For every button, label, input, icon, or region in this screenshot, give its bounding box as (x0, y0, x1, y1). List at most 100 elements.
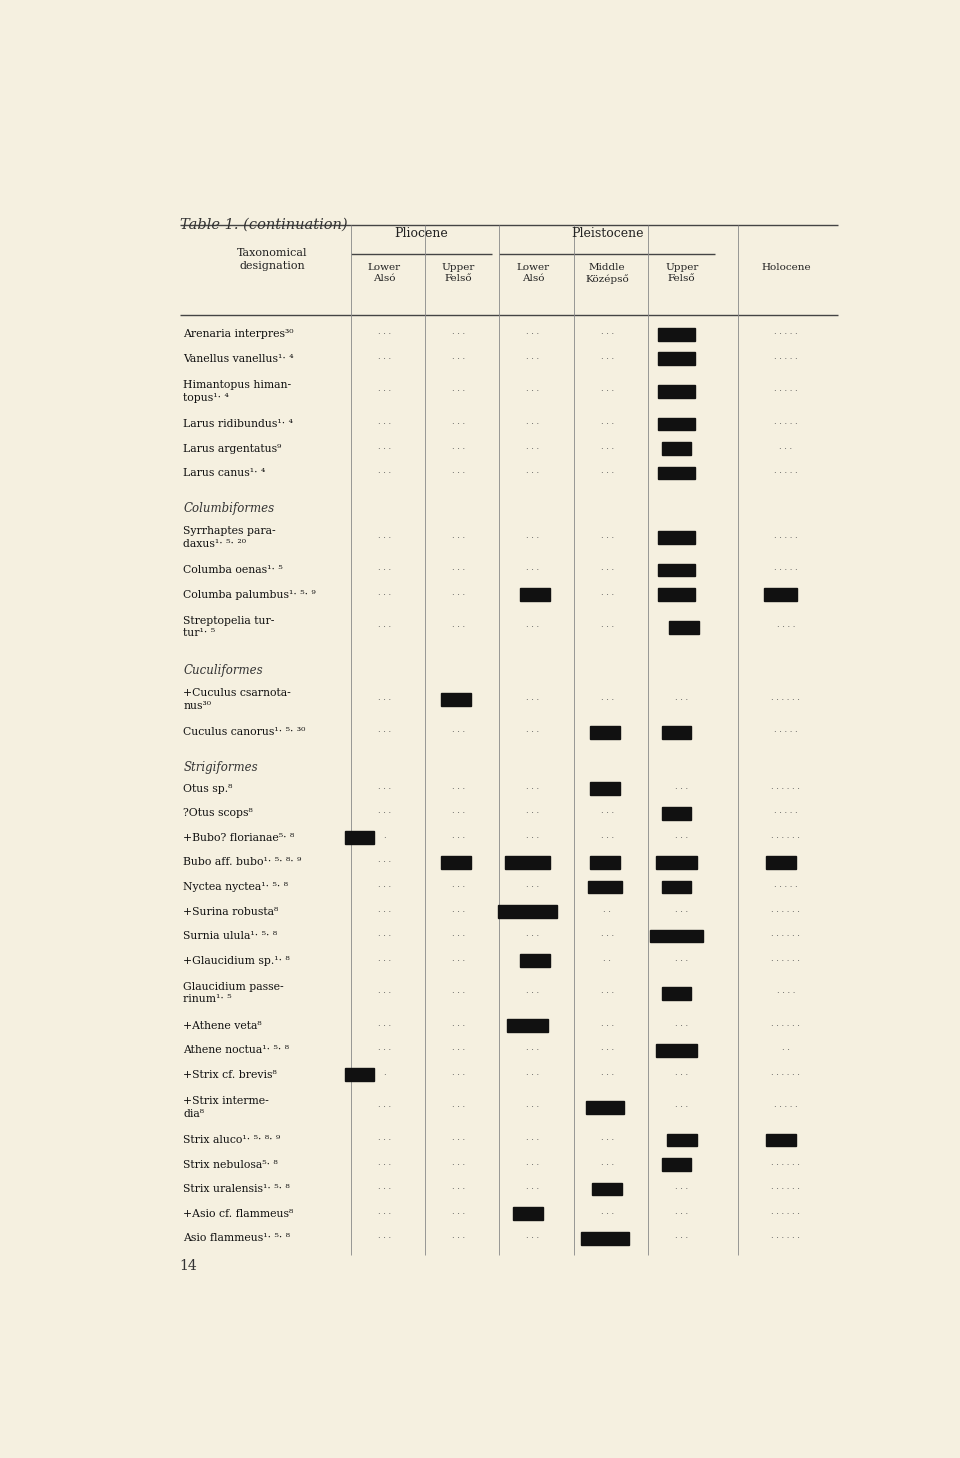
Bar (442, 694, 471, 706)
Text: · · ·: · · · (452, 728, 465, 736)
Text: · · · · ·: · · · · · (774, 884, 798, 891)
Text: · · ·: · · · (601, 354, 613, 363)
Bar (656, 856, 697, 869)
Text: · · ·: · · · (601, 834, 613, 841)
Text: · · ·: · · · (601, 1161, 613, 1168)
Text: Nyctea nyctea¹· ⁵· ⁸: Nyctea nyctea¹· ⁵· ⁸ (183, 882, 288, 892)
Text: · · ·: · · · (601, 331, 613, 338)
Text: · · · · ·: · · · · · (774, 809, 798, 818)
Text: · · ·: · · · (601, 566, 613, 574)
Text: Glaucidium passe-
rinum¹· ⁵: Glaucidium passe- rinum¹· ⁵ (183, 983, 284, 1005)
Text: · · ·: · · · (675, 907, 688, 916)
Text: +Athene veta⁸: +Athene veta⁸ (183, 1021, 262, 1031)
Text: ·: · (606, 728, 609, 736)
Text: · · · · · ·: · · · · · · (772, 907, 801, 916)
Text: · · · · ·: · · · · · (774, 331, 798, 338)
Text: Columba palumbus¹· ⁵· ⁹: Columba palumbus¹· ⁵· ⁹ (183, 589, 316, 599)
Text: · ·: · · (678, 388, 685, 395)
Bar (656, 1044, 697, 1057)
Text: · · ·: · · · (452, 1136, 465, 1145)
Text: · · ·: · · · (601, 1022, 613, 1029)
Text: · · ·: · · · (452, 1070, 465, 1079)
Bar (661, 726, 691, 739)
Text: · · ·: · · · (452, 1104, 465, 1111)
Text: · · ·: · · · (377, 623, 391, 631)
Text: · · · · ·: · · · · · (774, 1104, 798, 1111)
Text: · · ·: · · · (526, 534, 540, 541)
Text: · · ·: · · · (601, 534, 613, 541)
Text: · · ·: · · · (526, 1047, 540, 1054)
Bar (507, 1019, 548, 1032)
Text: · · ·: · · · (526, 445, 540, 452)
Text: · · ·: · · · (601, 695, 613, 704)
Text: Table 1. (continuation): Table 1. (continuation) (180, 217, 348, 232)
Bar (658, 328, 695, 341)
Text: +Asio cf. flammeus⁸: +Asio cf. flammeus⁸ (183, 1209, 294, 1219)
Bar (658, 417, 695, 430)
Bar (581, 1232, 629, 1245)
Bar (766, 856, 796, 869)
Text: Lower
Alsó: Lower Alsó (368, 262, 400, 283)
Bar (766, 1133, 796, 1146)
Text: · · ·: · · · (601, 1136, 613, 1145)
Bar (658, 353, 695, 366)
Text: · · ·: · · · (675, 1047, 688, 1054)
Text: · · ·: · · · (601, 1047, 613, 1054)
Text: · · ·: · · · (526, 956, 540, 965)
Bar (661, 987, 691, 1000)
Text: · · ·: · · · (675, 956, 688, 965)
Text: Strix aluco¹· ⁵· ⁸· ⁹: Strix aluco¹· ⁵· ⁸· ⁹ (183, 1134, 280, 1145)
Text: Streptopelia tur-
tur¹· ⁵: Streptopelia tur- tur¹· ⁵ (183, 617, 275, 639)
Bar (658, 588, 695, 601)
Text: · · ·: · · · (377, 932, 391, 940)
Text: · · ·: · · · (675, 784, 688, 793)
Text: Arenaria interpres³⁰: Arenaria interpres³⁰ (183, 330, 294, 340)
Text: Lower
Alsó: Lower Alsó (516, 262, 549, 283)
Text: · · ·: · · · (452, 956, 465, 965)
Text: +Cuculus csarnota-
nus³⁰: +Cuculus csarnota- nus³⁰ (183, 688, 291, 712)
Text: · · ·: · · · (377, 590, 391, 599)
Text: · · ·: · · · (452, 1185, 465, 1193)
Text: 14: 14 (180, 1258, 197, 1273)
Bar (592, 1182, 622, 1196)
Text: · · ·: · · · (452, 469, 465, 477)
Text: · ·: · · (604, 956, 612, 965)
Text: · · ·: · · · (452, 420, 465, 429)
Text: · · ·: · · · (452, 784, 465, 793)
Text: Upper
Felső: Upper Felső (442, 262, 475, 283)
Text: · ·: · · (529, 1210, 537, 1217)
Text: · · ·: · · · (675, 1233, 688, 1242)
Text: · · ·: · · · (526, 1233, 540, 1242)
Text: Athene noctua¹· ⁵· ⁸: Athene noctua¹· ⁵· ⁸ (183, 1045, 289, 1056)
Text: Strix nebulosa⁵· ⁸: Strix nebulosa⁵· ⁸ (183, 1159, 278, 1169)
Text: · · · · ·: · · · · · (774, 420, 798, 429)
Text: · ·: · · (604, 784, 612, 793)
Text: · · ·: · · · (452, 590, 465, 599)
Text: · · · ·: · · · · (777, 623, 795, 631)
Text: Pleistocene: Pleistocene (571, 227, 643, 241)
Text: · · ·: · · · (377, 534, 391, 541)
Text: +Glaucidium sp.¹· ⁸: +Glaucidium sp.¹· ⁸ (183, 955, 290, 965)
Text: · · ·: · · · (675, 1161, 688, 1168)
Text: · · ·: · · · (526, 1185, 540, 1193)
Bar (658, 531, 695, 544)
Text: · · ·: · · · (452, 1233, 465, 1242)
Text: · · ·: · · · (377, 420, 391, 429)
Bar (667, 1133, 697, 1146)
Text: · ·: · · (529, 590, 537, 599)
Text: · · ·: · · · (452, 1210, 465, 1217)
Text: · ·: · · (678, 566, 685, 574)
Bar (661, 1158, 691, 1171)
Text: · · ·: · · · (377, 1185, 391, 1193)
Text: · · ·: · · · (526, 784, 540, 793)
Text: ·: · (383, 1070, 385, 1079)
Text: · · ·: · · · (675, 445, 688, 452)
Text: · · ·: · · · (377, 1022, 391, 1029)
Text: · · ·: · · · (377, 907, 391, 916)
Text: · · ·: · · · (675, 1185, 688, 1193)
Text: · · ·: · · · (526, 1070, 540, 1079)
Text: · · ·: · · · (675, 695, 688, 704)
Text: · · · · · ·: · · · · · · (772, 1161, 801, 1168)
Text: ·: · (681, 1136, 683, 1145)
Text: · · · · ·: · · · · · (774, 469, 798, 477)
